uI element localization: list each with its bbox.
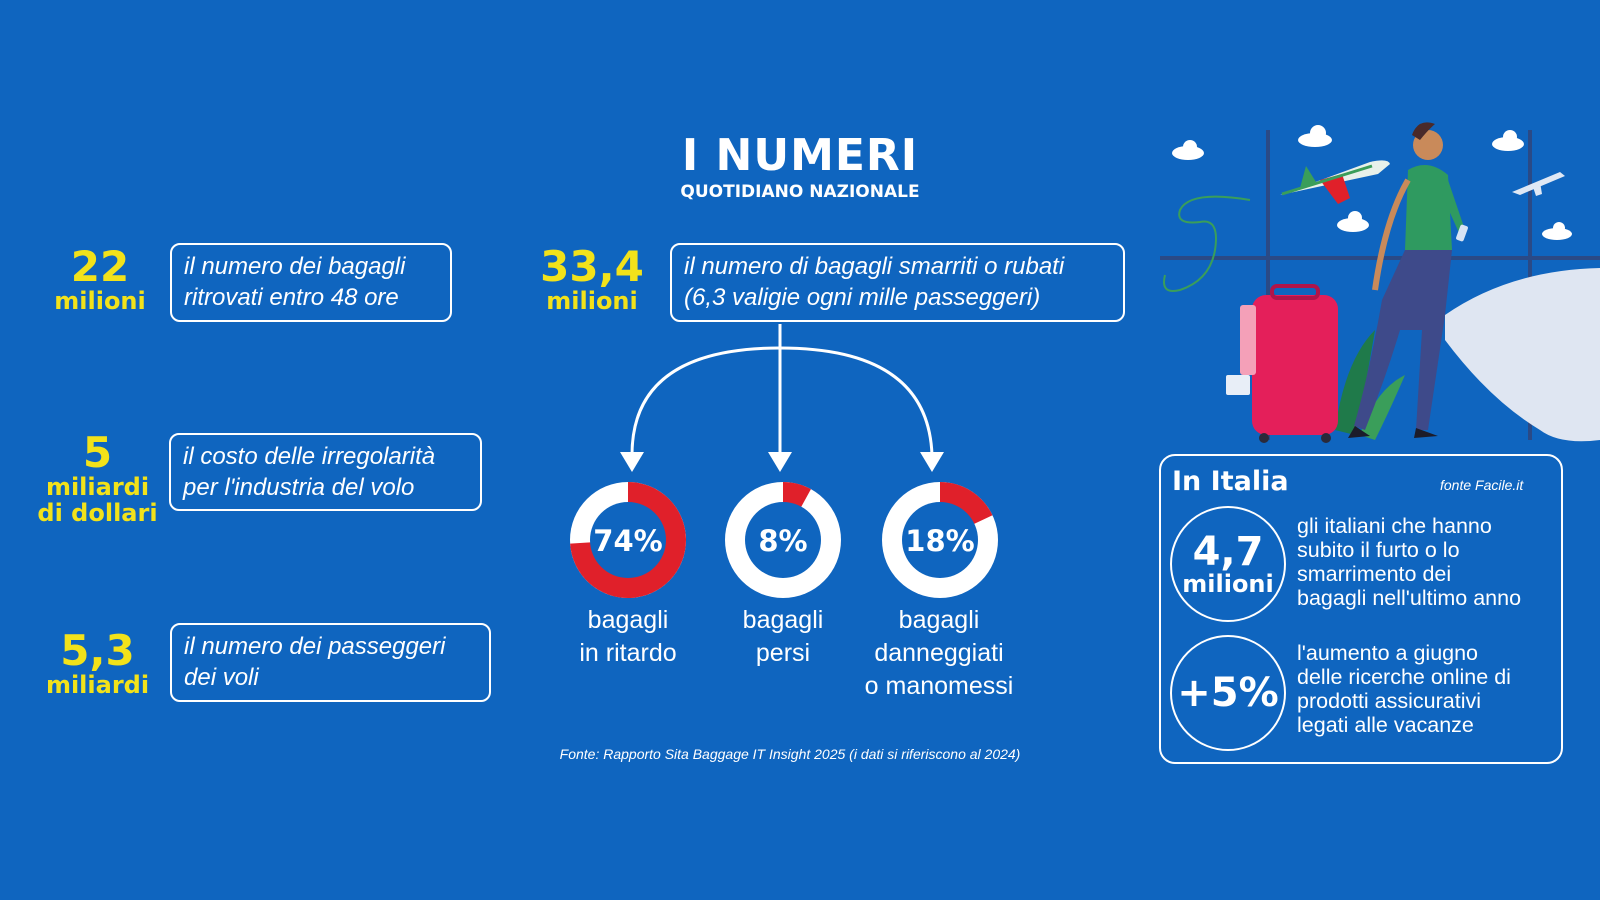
description-line: per l'industria del volo <box>183 474 415 501</box>
description-line: dei voli <box>184 664 259 691</box>
page-subtitle: QUOTIDIANO NAZIONALE <box>680 182 920 202</box>
airplane-icon <box>1280 160 1390 204</box>
donut-value-label-1: 74% <box>593 524 662 558</box>
italy-stat-number: +5% <box>1177 670 1279 716</box>
arrow-head <box>920 452 944 472</box>
caption-line: o manomessi <box>864 672 1014 700</box>
stat-number: 5,3 <box>60 626 135 675</box>
description-line: prodotti assicurativi <box>1297 689 1482 713</box>
description-line: il numero dei passeggeri <box>184 633 446 660</box>
arrow-curve <box>630 346 934 456</box>
description-line: l'aumento a giugno <box>1297 641 1479 665</box>
caption-line: bagagli <box>742 606 824 634</box>
italy-source: fonte Facile.it <box>1440 477 1524 493</box>
stat-number: 22 <box>70 242 130 291</box>
donut-hole-2 <box>745 502 821 578</box>
description-line: delle ricerche online di <box>1297 665 1511 689</box>
italy-stat-unit: milioni <box>1182 570 1274 598</box>
cloud-icon <box>1172 125 1572 240</box>
donut-caption-1: bagagli in ritardo <box>528 604 728 670</box>
stat-description-box: il numero dei passeggeri dei voli <box>170 623 491 702</box>
arrow-head <box>620 452 644 472</box>
italy-stat-description-1: gli italiani che hanno subito il furto o… <box>1297 514 1521 610</box>
main-stat-description-box: il numero di bagagli smarriti o rubati (… <box>670 243 1125 322</box>
donut-caption-2: bagagli persi <box>683 604 883 670</box>
description-line: il numero di bagagli smarriti o rubati <box>684 253 1065 280</box>
stat-description-box: il numero dei bagagli ritrovati entro 48… <box>170 243 452 322</box>
italy-stat-number: 4,7 <box>1192 529 1264 575</box>
stat-number-22: 22 milioni <box>40 242 160 315</box>
page-title: I NUMERI <box>681 130 919 181</box>
description-line: (6,3 valigie ogni mille passeggeri) <box>684 284 1041 311</box>
traveler-illustration <box>1160 122 1600 443</box>
italy-panel <box>1159 454 1563 764</box>
stat-number: 5 <box>82 428 113 477</box>
caption-line: in ritardo <box>579 639 677 667</box>
stat-unit: di dollari <box>37 499 158 527</box>
caption-line: danneggiati <box>874 639 1004 667</box>
italy-title: In Italia <box>1172 466 1289 497</box>
stat-unit: milioni <box>54 287 146 315</box>
airplane-wing-icon <box>1445 268 1600 442</box>
description-line: bagagli nell'ultimo anno <box>1297 586 1522 610</box>
stat-unit: miliardi <box>45 473 150 501</box>
caption-line: persi <box>755 639 811 667</box>
plant-icon <box>1335 330 1405 440</box>
donut-caption-3: bagagli danneggiati o manomessi <box>839 604 1039 703</box>
caption-line: bagagli <box>587 606 669 634</box>
donut-value-label-3: 18% <box>905 524 974 558</box>
description-line: smarrimento dei <box>1297 562 1452 586</box>
source-note: Fonte: Rapporto Sita Baggage IT Insight … <box>559 746 1021 762</box>
description-line: legati alle vacanze <box>1297 713 1474 737</box>
main-stat-number: 33,4 milioni <box>532 242 652 315</box>
donut-hole-3 <box>902 502 978 578</box>
headphones-cable-icon <box>1163 195 1251 292</box>
stat-unit: miliardi <box>45 671 150 699</box>
small-airplane-icon <box>1512 172 1565 196</box>
stat-number-5-3: 5,3 miliardi <box>35 626 160 699</box>
caption-line: bagagli <box>898 606 980 634</box>
description-line: il numero dei bagagli <box>184 253 406 280</box>
italy-stat-circle-2: +5% <box>1170 635 1286 751</box>
arrow-head <box>768 452 792 472</box>
stat-number: 33,4 <box>540 242 644 291</box>
stat-number-5: 5 miliardi di dollari <box>30 428 165 527</box>
stat-description-box: il costo delle irregolarità per l'indust… <box>169 433 482 511</box>
donut-value-label-2: 8% <box>758 524 807 558</box>
italy-stat-description-2: l'aumento a giugno delle ricerche online… <box>1297 641 1511 737</box>
description-line: ritrovati entro 48 ore <box>184 284 399 311</box>
description-line: il costo delle irregolarità <box>183 443 436 470</box>
donut-hole-1 <box>590 502 666 578</box>
traveler-woman-icon <box>1348 122 1468 438</box>
description-line: subito il furto o lo <box>1297 538 1460 562</box>
italy-stat-circle-1: 4,7 milioni <box>1170 506 1286 622</box>
suitcase-icon <box>1226 284 1338 443</box>
description-line: gli italiani che hanno <box>1297 514 1492 538</box>
stat-unit: milioni <box>546 287 638 315</box>
